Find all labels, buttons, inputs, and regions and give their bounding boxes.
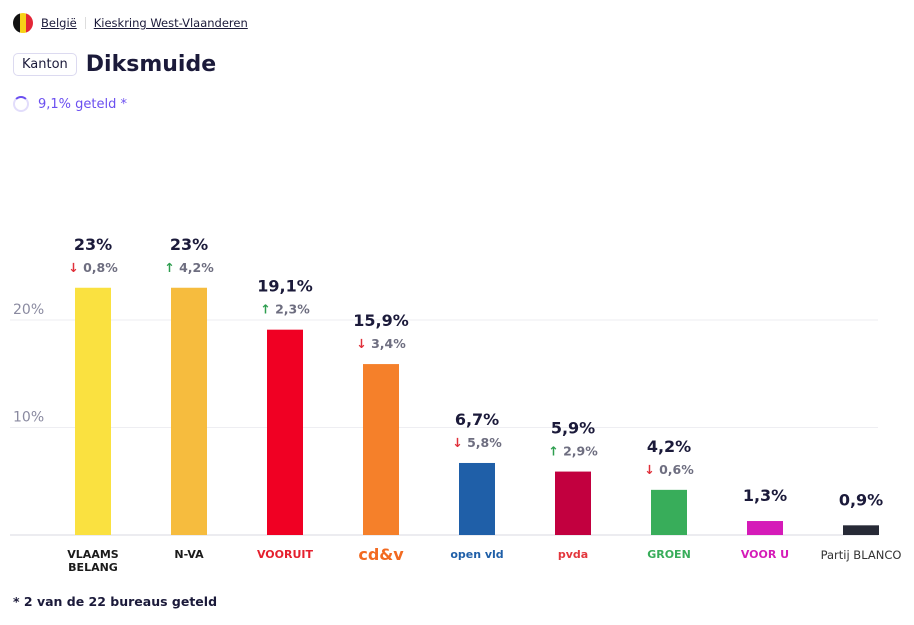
change-label: ↑ 2,9% [548,444,598,459]
count-progress-label: 9,1% geteld * [38,96,128,112]
divider [84,17,86,29]
change-value: 0,8% [79,260,118,275]
party-logo: Partij BLANCO [820,548,902,562]
change-value: 4,2% [175,260,214,275]
y-tick-label: 10% [13,410,44,426]
page-header: Kanton Diksmuide [13,52,216,77]
breadcrumb-district-link[interactable]: Kieskring West-Vlaanderen [93,16,248,30]
change-label: ↓ 0,6% [644,462,694,477]
party-logo: VOORUIT [256,548,314,561]
value-label: 23% [170,235,208,254]
footnote: * 2 van de 22 bureaus geteld [13,594,218,609]
change-value: 2,3% [271,302,310,317]
value-label: 23% [74,235,112,254]
arrow-down-icon: ↓ [356,336,366,351]
arrow-up-icon: ↑ [260,302,270,317]
level-badge: Kanton [13,53,77,76]
count-progress: 9,1% geteld * [13,96,127,112]
change-label: ↑ 4,2% [164,260,214,275]
party-logo: cd&v [358,545,404,564]
bar [843,525,879,535]
change-label: ↑ 2,3% [260,302,310,317]
arrow-down-icon: ↓ [452,435,462,450]
party-logo: VLAAMS BELANG [67,548,119,574]
bar [459,462,495,535]
party-logo: VOOR U [740,548,790,561]
arrow-down-icon: ↓ [68,260,78,275]
value-label: 4,2% [647,437,691,456]
change-value: 2,9% [559,444,598,459]
value-label: 15,9% [353,311,409,330]
arrow-down-icon: ↓ [644,462,654,477]
bar [555,471,591,535]
change-label: ↓ 0,8% [68,260,118,275]
value-label: 19,1% [257,277,313,296]
value-label: 6,7% [455,410,499,429]
arrow-up-icon: ↑ [548,444,558,459]
breadcrumb: België Kieskring West-Vlaanderen [13,13,248,33]
value-label: 1,3% [743,486,787,505]
bar [75,287,111,535]
change-value: 5,8% [463,435,502,450]
progress-spinner-icon [13,96,29,112]
breadcrumb-country-link[interactable]: België [41,16,77,30]
change-value: 0,6% [655,462,694,477]
change-label: ↓ 3,4% [356,336,406,351]
value-label: 0,9% [839,490,883,509]
bar [363,364,399,535]
change-label: ↓ 5,8% [452,435,502,450]
party-logo: pvda [557,548,589,561]
page-title: Diksmuide [85,52,217,77]
party-logo: N-VA [174,548,204,561]
party-logo: open vld [450,548,504,561]
bar [171,287,207,535]
bar [267,329,303,535]
arrow-up-icon: ↑ [164,260,174,275]
belgium-flag-icon [13,13,33,33]
change-value: 3,4% [367,336,406,351]
value-label: 5,9% [551,419,595,438]
bar [651,489,687,535]
bar [747,521,783,535]
party-logo: GROEN [647,548,691,561]
y-tick-label: 20% [13,302,44,318]
